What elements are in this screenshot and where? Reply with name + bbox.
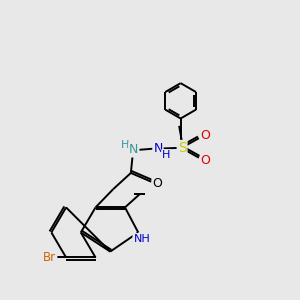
Text: N: N	[129, 143, 139, 157]
Text: S: S	[178, 141, 187, 155]
Text: Br: Br	[43, 251, 56, 264]
Text: H: H	[122, 140, 130, 150]
Text: O: O	[152, 177, 162, 190]
Text: O: O	[201, 154, 211, 167]
Text: NH: NH	[134, 234, 150, 244]
Text: O: O	[201, 129, 211, 142]
Text: N: N	[153, 142, 163, 155]
Text: H: H	[162, 150, 170, 160]
